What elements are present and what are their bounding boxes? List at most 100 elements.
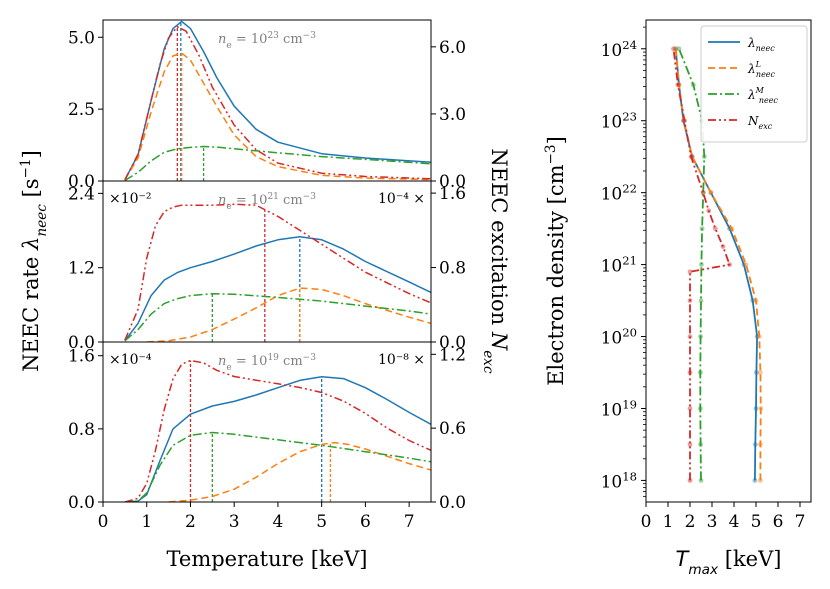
panel-plot-area xyxy=(124,20,431,181)
y-axis-label-left-part: λ xyxy=(19,237,43,251)
x-axis-label-part: [keV] xyxy=(718,547,781,571)
y-axis-label-left-part: NEEC rate xyxy=(19,250,43,372)
right-y-tick-label: 0.0 xyxy=(439,493,466,513)
y-tick-label: 5.0 xyxy=(68,28,95,48)
x-tick-label: 4 xyxy=(729,512,740,532)
density-annotation-part: e xyxy=(226,41,231,51)
y-tick-label: 1019 xyxy=(601,397,637,420)
data-point-lambda-neec xyxy=(752,478,758,483)
y-tick-label: 1024 xyxy=(601,38,637,61)
y-tick-label: 1.6 xyxy=(68,347,95,367)
series-lambda-mneec-line xyxy=(124,292,431,342)
x-tick-label: 3 xyxy=(707,512,718,532)
panel-plot-area xyxy=(124,203,431,342)
legend-label-sub: exc xyxy=(759,122,773,131)
x-axis-label: Temperature [keV] xyxy=(167,547,368,571)
x-tick-label: 1 xyxy=(141,512,152,532)
y-axis-label-left-part: −1 xyxy=(18,158,34,178)
density-annotation: ne = 1023 cm−3 xyxy=(218,31,316,51)
density-annotation: ne = 1019 cm−3 xyxy=(218,353,316,373)
right-y-tick-label: 3.0 xyxy=(439,105,466,125)
right-y-tick-label: 0.0 xyxy=(439,333,466,353)
data-point-n-exc xyxy=(687,269,693,275)
x-tick-label: 6 xyxy=(360,512,371,532)
density-annotation-part: = 10 xyxy=(232,354,268,369)
y-tick-label-exp: 20 xyxy=(622,326,637,340)
right-y-tick-label: 0.8 xyxy=(439,259,466,279)
y-axis-label-right-part: N xyxy=(487,331,511,351)
density-annotation-part: 19 xyxy=(267,353,279,363)
x-tick-label: 7 xyxy=(404,512,415,532)
data-point-lambda-neec xyxy=(673,46,679,52)
density-annotation-part: = 10 xyxy=(232,32,268,47)
x-axis-label: Tmax [keV] xyxy=(676,547,782,578)
density-annotation-part: −3 xyxy=(303,353,317,363)
y-tick-label: 0.0 xyxy=(68,333,95,353)
y-tick-label-base: 10 xyxy=(601,113,623,133)
panel-frame xyxy=(102,341,432,503)
y-tick-label-base: 10 xyxy=(601,257,623,277)
right-frame xyxy=(645,19,812,503)
data-point-n-exc xyxy=(687,442,693,447)
y-tick-label: 1.2 xyxy=(68,259,95,279)
series-lambda-mneec-line xyxy=(124,145,431,181)
data-point-lambda-lneec xyxy=(758,478,763,483)
series-lambda-lneec-line xyxy=(146,287,431,342)
y-axis-label-right-part: NEEC excitation xyxy=(487,148,511,331)
density-annotation-part: cm xyxy=(279,193,303,208)
y-tick-label: 1023 xyxy=(601,110,637,133)
x-tick-label: 6 xyxy=(773,512,784,532)
density-annotation-part: e xyxy=(226,363,231,373)
series-lambda-lneec-line xyxy=(168,441,431,502)
series-n-exc-line xyxy=(124,25,431,181)
y-axis-label-left-part: [s xyxy=(19,178,43,204)
data-point-lambda-lneec xyxy=(758,370,763,375)
density-annotation-part: cm xyxy=(279,354,303,369)
legend-label-sub: neec xyxy=(756,44,776,53)
y-tick-label-exp: 21 xyxy=(622,254,637,268)
density-annotation-part: −3 xyxy=(303,192,317,202)
legend-box xyxy=(700,25,808,143)
y-tick-label-base: 10 xyxy=(601,400,623,420)
y-tick-label: 0.0 xyxy=(68,172,95,192)
y-tick-label: 2.5 xyxy=(68,100,95,120)
y-axis-label-left-part: neec xyxy=(34,204,50,237)
x-tick-label: 2 xyxy=(685,512,696,532)
x-tick-label: 4 xyxy=(273,512,284,532)
y-tick-label: 1020 xyxy=(601,326,637,349)
density-annotation-part: 21 xyxy=(267,192,278,202)
right-y-tick-label: 1.6 xyxy=(439,184,466,204)
y-axis-label: Electron density [cm−3] xyxy=(543,136,568,386)
y-tick-label-base: 10 xyxy=(601,41,623,61)
data-point-lambda-mneec xyxy=(699,262,704,267)
y-axis-label-part: ] xyxy=(544,136,568,144)
y-tick-label-base: 10 xyxy=(601,472,623,492)
legend-label-sub: neec xyxy=(756,70,776,79)
legend-label-n-exc: Nexc xyxy=(747,114,773,131)
legend-label-base: N xyxy=(747,114,759,128)
legend-label-sup: M xyxy=(755,86,765,95)
y-tick-label: 0.0 xyxy=(68,493,95,513)
series-n-exc-line xyxy=(124,203,431,341)
y-tick-label: 1021 xyxy=(601,254,637,277)
y-axis-label-part: Electron density [cm xyxy=(544,164,568,385)
y-axis-label-right-part: exc xyxy=(480,350,496,374)
density-annotation: ne = 1021 cm−3 xyxy=(218,192,316,212)
y-tick-label: 0.8 xyxy=(68,420,95,440)
legend-label-lambda-mneec: λM neec xyxy=(747,86,778,105)
scale-factor-left: ×10⁻² xyxy=(109,191,152,207)
density-annotation-part: cm xyxy=(279,32,303,47)
data-point-n-exc xyxy=(671,46,676,52)
y-axis-label-right: NEEC excitation Nexc xyxy=(480,148,511,374)
density-annotation-part: = 10 xyxy=(232,193,268,208)
left-chart: 0.02.55.00.03.06.0ne = 1023 cm−30.01.22.… xyxy=(18,19,511,571)
legend-label-sub: neec xyxy=(759,96,779,105)
legend-label-lambda-neec: λneec xyxy=(747,36,775,53)
data-point-lambda-mneec xyxy=(698,298,704,303)
legend-label-base: λ xyxy=(747,62,756,76)
series-n-exc-line xyxy=(672,48,731,481)
y-tick-label-exp: 23 xyxy=(622,110,637,124)
